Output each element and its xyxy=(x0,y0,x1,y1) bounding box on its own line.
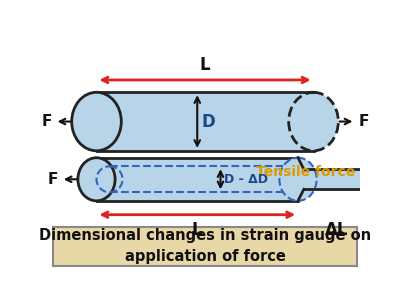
Text: F: F xyxy=(47,172,58,187)
Text: L: L xyxy=(192,221,202,239)
Bar xyxy=(298,169,376,189)
Text: F: F xyxy=(41,114,52,129)
Bar xyxy=(96,92,314,151)
Ellipse shape xyxy=(289,92,338,151)
FancyBboxPatch shape xyxy=(53,227,357,266)
Text: F: F xyxy=(358,114,369,129)
Text: Tensile force: Tensile force xyxy=(256,165,355,179)
Text: Dimensional changes in strain gauge on
application of force: Dimensional changes in strain gauge on a… xyxy=(39,228,371,264)
Text: D - ΔD: D - ΔD xyxy=(224,173,268,186)
Ellipse shape xyxy=(279,158,317,201)
Text: L: L xyxy=(200,56,210,74)
Text: D: D xyxy=(202,113,216,130)
Text: ΔL: ΔL xyxy=(325,221,348,239)
Ellipse shape xyxy=(363,169,388,189)
Ellipse shape xyxy=(78,158,115,201)
Ellipse shape xyxy=(72,92,121,151)
Bar xyxy=(96,158,298,201)
Text: Electronics Coach: Electronics Coach xyxy=(261,258,354,268)
